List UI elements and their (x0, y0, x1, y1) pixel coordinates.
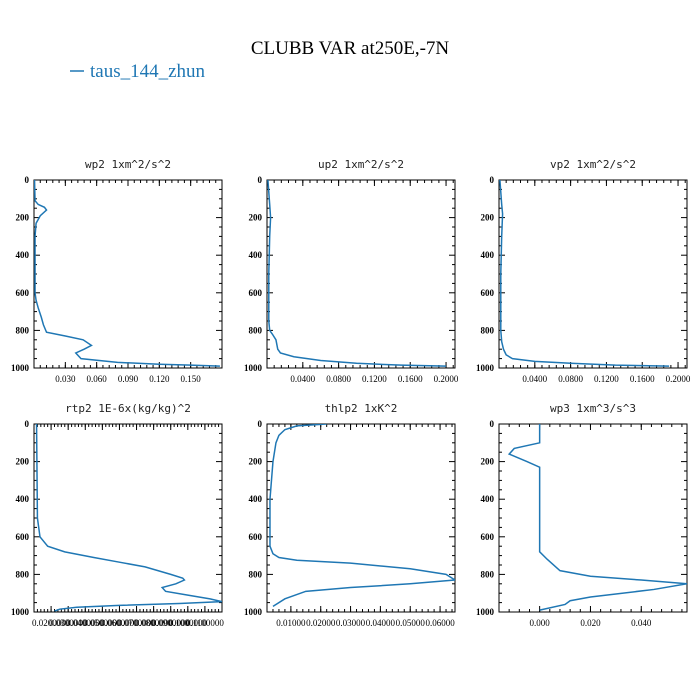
x-tick-label: 0.0500000 (83, 618, 122, 628)
y-tick-label: 200 (249, 213, 263, 223)
y-tick-label: 400 (249, 494, 263, 504)
panel-4: rtp2 1E-6x(kg/kg)^2 0 200 400 600 800 10000.02… (11, 402, 224, 628)
x-tick-label: 0.030 (55, 374, 76, 384)
y-tick-label: 400 (16, 494, 30, 504)
x-tick-label: 0.1000000 (169, 618, 208, 628)
x-tick-label: 0.0700000 (117, 618, 156, 628)
panel-frame (266, 179, 456, 369)
x-tick-label: 0.2000 (434, 374, 459, 384)
panel-frame (498, 179, 688, 369)
x-tick-label: 0.0200000 (32, 618, 71, 628)
x-tick-label: 0.0600000 (100, 618, 139, 628)
x-tick-label: 0.03000 (336, 618, 366, 628)
y-tick-label: 0 (490, 175, 495, 185)
y-tick-label: 800 (16, 325, 30, 335)
panel-title: wp3 1xm^3/s^3 (550, 402, 636, 415)
y-tick-label: 400 (16, 250, 30, 260)
panel-frame (33, 179, 223, 369)
panel-6: wp3 1xm^3/s^3 0 200 400 600 800 1000 0.000 0.020… (476, 402, 688, 628)
x-tick-label: 0.1600 (398, 374, 423, 384)
y-tick-label: 400 (481, 250, 495, 260)
x-tick-label: 0.01000 (276, 618, 306, 628)
x-tick-label: 0.1600 (630, 374, 655, 384)
x-tick-label: 0.0900000 (152, 618, 191, 628)
x-tick-label: 0.150 (181, 374, 202, 384)
y-tick-label: 0 (258, 175, 263, 185)
series-line-taus_144_zhun (269, 424, 455, 607)
x-tick-label: 0.1200 (594, 374, 619, 384)
panel-title: wp2 1xm^2/s^2 (85, 158, 171, 171)
series-line-taus_144_zhun (507, 424, 687, 611)
y-tick-label: 200 (16, 457, 30, 467)
y-tick-label: 800 (481, 569, 495, 579)
y-tick-label: 800 (16, 569, 30, 579)
y-tick-label: 600 (481, 532, 495, 542)
panel-3: vp2 1xm^2/s^2 0 200 400 600 800 1000 0.0400 0.08… (476, 158, 691, 384)
panel-title: rtp2 1E-6x(kg/kg)^2 (65, 402, 191, 415)
x-tick-label: 0.060 (87, 374, 108, 384)
x-tick-label: 0.06000 (425, 618, 455, 628)
x-tick-label: 0.090 (118, 374, 139, 384)
y-tick-label: 1000 (476, 607, 495, 617)
x-tick-label: 0.1100000 (186, 618, 224, 628)
series-line-taus_144_zhun (34, 180, 220, 367)
panel-5: thlp2 1xK^2 0 200 400 600 800 1000 0.01000 0.020… (244, 402, 456, 628)
series-line-taus_144_zhun (267, 180, 447, 367)
y-tick-label: 600 (481, 288, 495, 298)
y-tick-label: 0 (25, 419, 30, 429)
chart-title: CLUBB VAR at250E,-7N (251, 38, 450, 59)
x-tick-label: 0.0400 (290, 374, 315, 384)
y-tick-label: 800 (249, 325, 263, 335)
panel-title: thlp2 1xK^2 (325, 402, 398, 415)
x-tick-label: 0.1200 (362, 374, 387, 384)
panel-grid: wp2 1xm^2/s^2 0 200 400 600 800 1000 0.030 0.060… (11, 158, 691, 628)
x-tick-label: 0.0800 (326, 374, 351, 384)
series-line-taus_144_zhun (499, 180, 670, 367)
y-tick-label: 0 (25, 175, 30, 185)
x-tick-label: 0.05000 (396, 618, 426, 628)
x-tick-label: 0.0800000 (135, 618, 174, 628)
x-tick-label: 0.0400000 (66, 618, 105, 628)
y-tick-label: 600 (16, 532, 30, 542)
x-tick-label: 0.02000 (306, 618, 336, 628)
y-tick-label: 600 (249, 288, 263, 298)
x-tick-label: 0.000 (530, 618, 551, 628)
y-tick-label: 400 (249, 250, 263, 260)
panel-title: vp2 1xm^2/s^2 (550, 158, 636, 171)
y-tick-label: 200 (481, 213, 495, 223)
y-tick-label: 600 (16, 288, 30, 298)
y-tick-label: 1000 (11, 363, 30, 373)
panel-frame (33, 423, 223, 613)
y-tick-label: 800 (249, 569, 263, 579)
x-tick-label: 0.2000 (666, 374, 691, 384)
panel-2: up2 1xm^2/s^2 0 200 400 600 800 1000 0.0400 0.08… (244, 158, 459, 384)
x-tick-label: 0.0400 (522, 374, 547, 384)
legend-entry-label: taus_144_zhun (90, 61, 206, 82)
y-tick-label: 0 (490, 419, 495, 429)
x-tick-label: 0.120 (149, 374, 170, 384)
x-tick-label: 0.0800 (558, 374, 583, 384)
y-tick-label: 1000 (476, 363, 495, 373)
panel-title: up2 1xm^2/s^2 (318, 158, 404, 171)
y-tick-label: 200 (481, 457, 495, 467)
series-line-taus_144_zhun (35, 424, 222, 612)
x-tick-label: 0.020 (580, 618, 601, 628)
y-tick-label: 600 (249, 532, 263, 542)
panel-frame (498, 423, 688, 613)
y-tick-label: 0 (258, 419, 263, 429)
x-tick-label: 0.040 (631, 618, 652, 628)
y-tick-label: 1000 (11, 607, 30, 617)
y-tick-label: 400 (481, 494, 495, 504)
x-tick-label: 0.04000 (366, 618, 396, 628)
x-tick-label: 0.0300000 (49, 618, 88, 628)
y-tick-label: 1000 (244, 363, 263, 373)
legend: taus_144_zhun (70, 61, 206, 82)
panel-1: wp2 1xm^2/s^2 0 200 400 600 800 1000 0.030 0.060… (11, 158, 223, 384)
y-tick-label: 1000 (244, 607, 263, 617)
y-tick-label: 200 (16, 213, 30, 223)
y-tick-label: 800 (481, 325, 495, 335)
panel-frame (266, 423, 456, 613)
y-tick-label: 200 (249, 457, 263, 467)
